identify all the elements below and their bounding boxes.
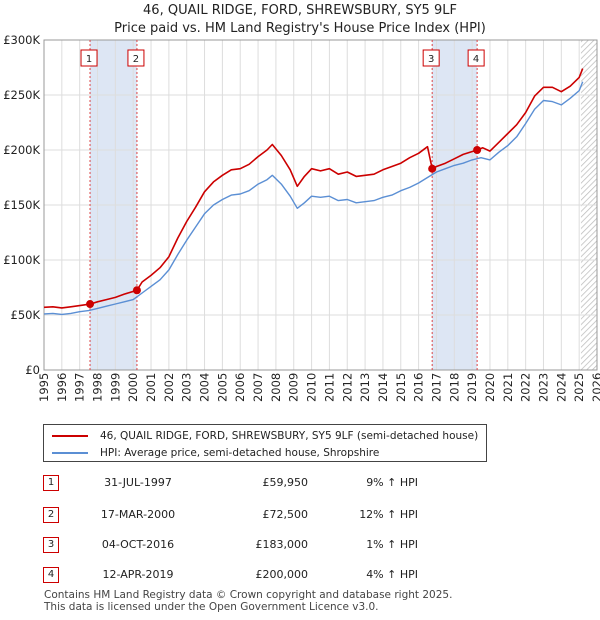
x-tick-label: 2018 [447, 373, 461, 402]
x-tick-label: 2023 [536, 373, 550, 402]
x-tick-label: 2003 [180, 373, 194, 402]
legend: 46, QUAIL RIDGE, FORD, SHREWSBURY, SY5 9… [43, 424, 487, 462]
x-tick-label: 2014 [376, 373, 390, 402]
hpi-line [43, 81, 584, 316]
y-tick-label: £100K [3, 253, 40, 267]
x-tick-label: 2001 [144, 373, 158, 402]
x-tick-label: 2009 [287, 373, 301, 402]
x-tick-label: 2008 [269, 373, 283, 402]
x-tick-label: 1996 [55, 373, 69, 402]
x-tick-label: 1997 [73, 373, 87, 402]
transaction-row: 3 04-OCT-2016 £183,000 1% ↑ HPI [43, 537, 463, 555]
sale-point [473, 146, 482, 154]
marker-label: 3 [428, 54, 434, 65]
transaction-row: 4 12-APR-2019 £200,000 4% ↑ HPI [43, 567, 463, 585]
x-tick-label: 2005 [215, 373, 229, 402]
x-tick-label: 2006 [233, 373, 247, 402]
transaction-price: £183,000 [255, 538, 309, 551]
x-tick-label: 2022 [519, 373, 533, 402]
x-tick-label: 2010 [305, 373, 319, 402]
x-tick-label: 2007 [251, 373, 265, 402]
chart-title: 46, QUAIL RIDGE, FORD, SHREWSBURY, SY5 9… [143, 3, 457, 18]
transaction-hpi: 4% ↑ HPI [366, 568, 418, 581]
transaction-row: 2 17-MAR-2000 £72,500 12% ↑ HPI [43, 507, 463, 525]
legend-item-hpi: HPI: Average price, semi-detached house,… [52, 445, 379, 461]
x-tick-label: 2017 [429, 373, 443, 402]
marker-label: 1 [86, 54, 92, 65]
x-tick-label: 2016 [412, 373, 426, 402]
transaction-number: 1 [43, 475, 59, 491]
legend-swatch-hpi [52, 452, 88, 454]
y-tick-label: £150K [3, 198, 40, 212]
x-tick-label: 2026 [590, 373, 600, 402]
transaction-number: 4 [43, 567, 59, 583]
transaction-price: £72,500 [262, 508, 309, 521]
marker-badge [422, 49, 440, 67]
legend-swatch-property [52, 435, 88, 437]
x-tick-label: 2000 [126, 373, 140, 402]
x-tick-label: 2015 [394, 373, 408, 402]
y-tick-label: £300K [3, 33, 40, 47]
transaction-price: £59,950 [262, 476, 309, 489]
transaction-date: 04-OCT-2016 [101, 538, 175, 551]
x-tick-label: 2002 [162, 373, 176, 402]
footer-licence: This data is licensed under the Open Gov… [44, 601, 379, 613]
x-tick-label: 2013 [358, 373, 372, 402]
transaction-row: 1 31-JUL-1997 £59,950 9% ↑ HPI [43, 475, 463, 493]
transaction-date: 17-MAR-2000 [100, 508, 176, 521]
x-tick-label: 2025 [572, 373, 586, 402]
transaction-hpi: 1% ↑ HPI [366, 538, 418, 551]
legend-label-hpi: HPI: Average price, semi-detached house,… [100, 447, 380, 459]
sale-point [86, 300, 95, 309]
sale-point [132, 286, 141, 295]
transaction-price: £200,000 [255, 568, 309, 581]
marker-badge [467, 49, 485, 67]
y-tick-label: £200K [3, 143, 40, 157]
x-tick-label: 2019 [465, 373, 479, 402]
transaction-date: 12-APR-2019 [102, 568, 174, 581]
x-tick-label: 1995 [37, 373, 51, 402]
transaction-date: 31-JUL-1997 [104, 476, 172, 489]
x-tick-label: 1998 [91, 373, 105, 402]
y-tick-label: £0 [25, 363, 40, 377]
x-tick-label: 2012 [340, 373, 354, 402]
x-tick-label: 2004 [198, 373, 212, 402]
x-tick-label: 2020 [483, 373, 497, 402]
transaction-hpi: 9% ↑ HPI [366, 476, 418, 489]
transaction-number: 2 [43, 507, 59, 523]
y-tick-label: £250K [3, 88, 40, 102]
marker-badge [80, 49, 98, 67]
transaction-number: 3 [43, 537, 59, 553]
legend-label-property: 46, QUAIL RIDGE, FORD, SHREWSBURY, SY5 9… [100, 430, 479, 442]
footer-copyright: Contains HM Land Registry data © Crown c… [44, 589, 453, 601]
x-tick-label: 2021 [501, 373, 515, 402]
plot-border [43, 39, 598, 371]
marker-label: 2 [133, 54, 139, 65]
x-tick-label: 2011 [322, 373, 336, 402]
marker-label: 4 [473, 54, 479, 65]
legend-item-property: 46, QUAIL RIDGE, FORD, SHREWSBURY, SY5 9… [52, 428, 478, 444]
marker-badge [127, 49, 145, 67]
transaction-hpi: 12% ↑ HPI [359, 508, 418, 521]
property-price-line [43, 68, 584, 309]
x-tick-label: 1999 [108, 373, 122, 402]
sale-point [428, 164, 437, 173]
chart-subtitle: Price paid vs. HM Land Registry's House … [114, 21, 486, 36]
x-tick-label: 2024 [554, 373, 568, 402]
y-tick-label: £50K [11, 308, 41, 322]
price-chart: £0 £50K £100K £150K £200K £250K £300K 1995 1996 1… [3, 33, 600, 402]
